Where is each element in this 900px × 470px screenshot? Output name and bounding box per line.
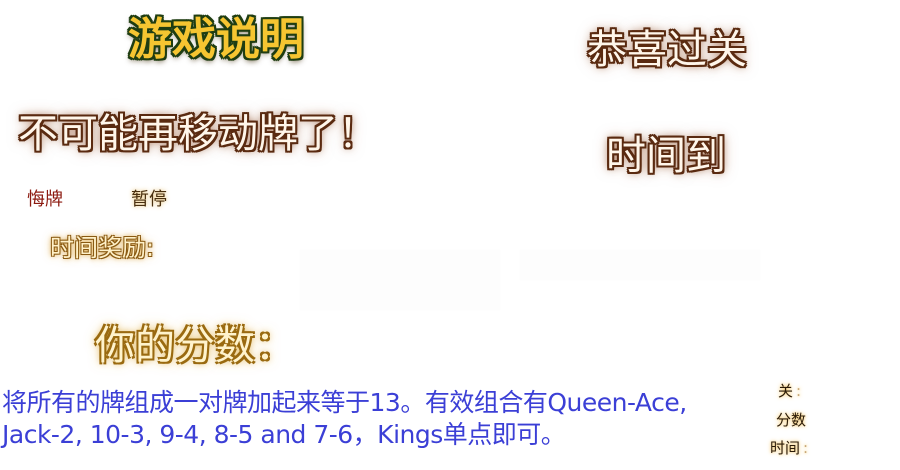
hud-score: 分数: [776, 413, 806, 428]
hud-level: 关:: [778, 384, 801, 399]
undo-button[interactable]: 悔牌: [27, 189, 63, 210]
no-moves-message: 不可能再移动牌了！: [18, 111, 378, 157]
your-score-label: 你的分数：: [95, 323, 295, 369]
level-complete-title: 恭喜过关: [587, 27, 747, 73]
blank-panel: [520, 250, 760, 280]
blank-panel: [300, 250, 500, 310]
rules-title: 游戏说明: [128, 14, 304, 65]
rules-description: 将所有的牌组成一对牌加起来等于13。有效组合有Queen-Ace, Jack-2…: [2, 388, 687, 449]
time-bonus-label: 时间奖励:: [50, 234, 155, 262]
pause-button[interactable]: 暂停: [131, 189, 167, 210]
hud-time-label: 时间: [770, 439, 801, 457]
time-up-message: 时间到: [606, 133, 726, 179]
hud-score-label: 分数: [776, 411, 807, 429]
hud-level-label: 关: [778, 382, 794, 400]
hud-separator: :: [796, 382, 802, 400]
hud-separator: :: [803, 439, 809, 457]
hud-time: 时间:: [770, 441, 808, 456]
